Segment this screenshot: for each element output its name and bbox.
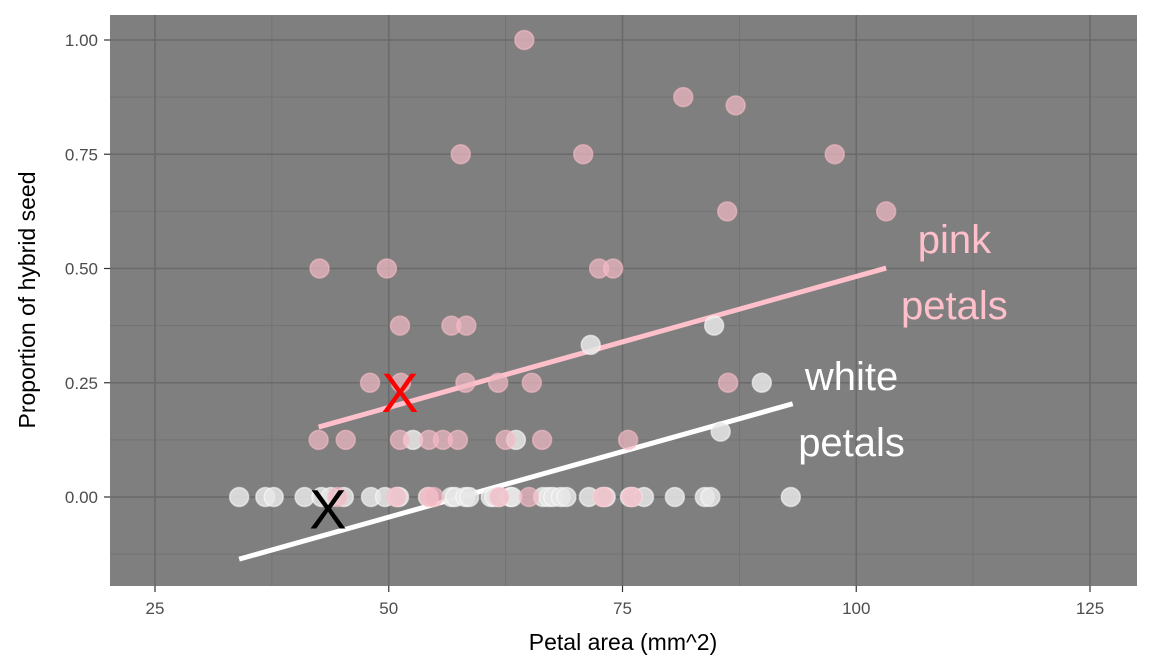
data-point <box>423 486 444 508</box>
data-point <box>389 429 411 451</box>
data-point <box>455 372 476 393</box>
y-tick-label: 0.00 <box>65 488 98 507</box>
data-point <box>602 258 624 279</box>
data-point <box>592 486 614 508</box>
y-axis: 0.00 0.25 0.50 0.75 1.00 <box>65 31 110 507</box>
data-point <box>673 86 694 108</box>
data-point <box>263 486 284 508</box>
x-tick-label: 100 <box>842 599 870 618</box>
data-point <box>390 372 412 393</box>
data-point <box>617 429 639 451</box>
data-point <box>458 486 480 508</box>
y-tick-label: 0.25 <box>65 374 98 393</box>
annotation-label: pink <box>918 218 992 262</box>
data-point <box>824 144 845 165</box>
data-point <box>716 201 738 222</box>
data-point <box>376 258 398 279</box>
data-point <box>710 421 731 442</box>
y-tick-label: 0.75 <box>65 145 98 164</box>
series-pink-petals <box>308 29 897 508</box>
y-axis-title: Proportion of hybrid seed <box>14 172 40 429</box>
fit-line-white-petals <box>238 401 794 562</box>
data-point <box>308 429 329 451</box>
data-point <box>572 144 594 165</box>
data-point <box>703 315 725 336</box>
data-point <box>488 486 510 508</box>
data-point <box>518 486 540 508</box>
data-point <box>335 429 356 451</box>
x-tick-label: 75 <box>613 599 632 618</box>
data-point <box>751 372 773 393</box>
x-axis: 25 50 75 100 125 <box>146 586 1104 618</box>
data-point <box>514 29 535 51</box>
data-point <box>875 201 897 222</box>
data-point <box>309 258 330 279</box>
data-point <box>664 486 686 508</box>
data-point <box>450 144 471 165</box>
x-tick-label: 125 <box>1076 599 1104 618</box>
data-point <box>359 372 381 393</box>
x-marker: X <box>381 361 418 424</box>
data-point <box>487 372 509 393</box>
data-point <box>521 372 543 393</box>
y-tick-label: 1.00 <box>65 31 98 50</box>
x-marker: X <box>309 477 346 540</box>
data-point <box>621 486 643 508</box>
annotation-label: white <box>804 355 898 399</box>
data-point <box>717 372 739 393</box>
data-point <box>495 429 516 451</box>
data-point <box>447 429 469 451</box>
annotation-label: petals <box>901 284 1008 328</box>
data-point <box>385 486 407 508</box>
data-point <box>531 429 553 451</box>
data-points <box>228 29 897 508</box>
data-point <box>327 486 348 508</box>
x-tick-label: 25 <box>146 599 165 618</box>
data-point <box>700 486 721 508</box>
fit-line-pink-petals <box>317 265 887 430</box>
data-point <box>389 315 411 336</box>
data-point <box>228 486 250 508</box>
data-point <box>580 334 601 356</box>
y-tick-label: 0.50 <box>65 260 98 279</box>
x-axis-title: Petal area (mm^2) <box>529 629 717 655</box>
data-point <box>456 315 477 336</box>
data-point <box>556 486 577 508</box>
fit-lines <box>238 265 887 562</box>
data-point <box>725 95 746 116</box>
annotation-label: petals <box>798 421 905 465</box>
x-tick-label: 50 <box>379 599 398 618</box>
data-point <box>780 486 802 508</box>
